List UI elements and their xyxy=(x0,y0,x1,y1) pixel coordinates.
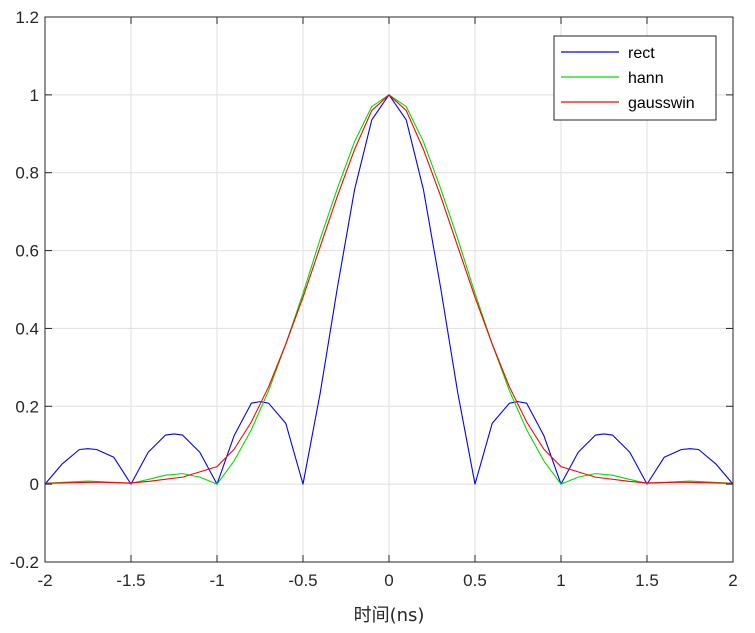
y-tick-label: 0.6 xyxy=(15,242,39,261)
y-tick-label: -0.2 xyxy=(10,553,39,572)
axis-ticks xyxy=(44,16,734,563)
y-tick-label: 0.8 xyxy=(15,164,39,183)
x-tick-label: 1.5 xyxy=(635,571,659,590)
legend-label-gausswin: gausswin xyxy=(628,95,695,112)
x-tick-labels: -2 -1.5 -1 -0.5 0 0.5 1 1.5 2 xyxy=(37,571,737,590)
legend-label-rect: rect xyxy=(628,45,655,62)
x-tick-label: -0.5 xyxy=(288,571,317,590)
x-axis-label: 时间(ns) xyxy=(354,605,425,626)
y-tick-label: 1.2 xyxy=(15,8,39,27)
series-lines xyxy=(44,94,734,485)
legend: rect hann gausswin xyxy=(553,35,717,121)
series-line-gausswin xyxy=(44,94,734,484)
y-tick-label: 0.2 xyxy=(15,397,39,416)
legend-label-hann: hann xyxy=(628,70,664,87)
legend-box xyxy=(553,35,717,121)
y-tick-label: 1 xyxy=(30,86,39,105)
y-tick-labels: -0.2 0 0.2 0.4 0.6 0.8 1 1.2 xyxy=(10,8,39,572)
x-tick-label: 0.5 xyxy=(463,571,487,590)
x-tick-label: 0 xyxy=(384,571,393,590)
x-tick-label: -1.5 xyxy=(116,571,145,590)
x-tick-label: 1 xyxy=(556,571,565,590)
x-tick-label: -1 xyxy=(209,571,224,590)
y-tick-label: 0.4 xyxy=(15,319,39,338)
x-tick-label: 2 xyxy=(728,571,737,590)
y-tick-label: 0 xyxy=(30,475,39,494)
x-tick-label: -2 xyxy=(37,571,52,590)
